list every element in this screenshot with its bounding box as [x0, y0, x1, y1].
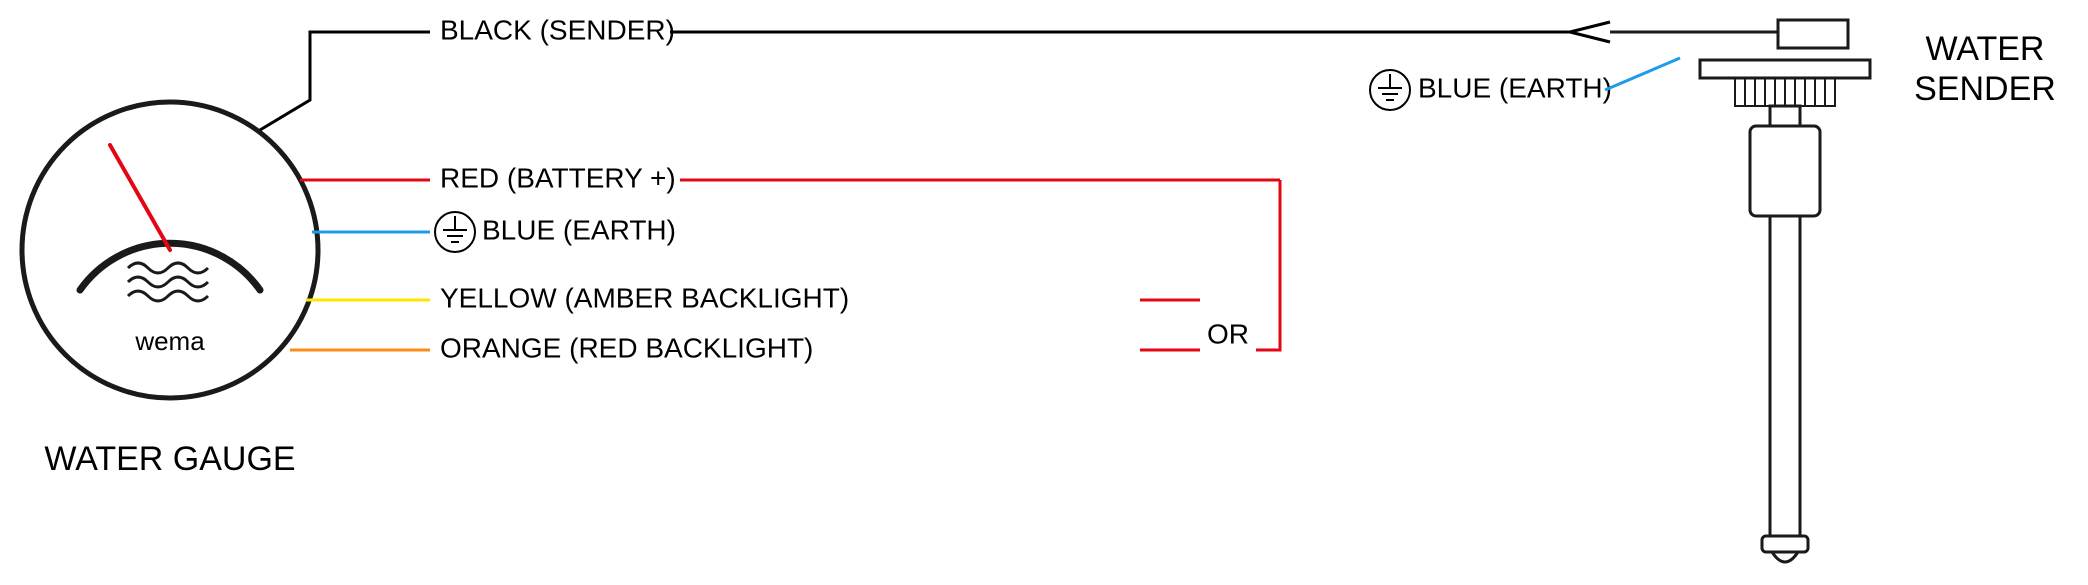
water-sender — [1610, 20, 1870, 562]
wire-blue-gauge-label: BLUE (EARTH) — [482, 214, 676, 245]
earth-symbol-gauge — [435, 212, 475, 252]
gauge-needle — [110, 145, 170, 250]
wire-yellow: YELLOW (AMBER BACKLIGHT) — [306, 282, 1200, 313]
sender-caption-line1: WATER — [1926, 30, 2045, 68]
wire-blue-gauge: BLUE (EARTH) — [312, 212, 676, 252]
wire-orange-label: ORANGE (RED BACKLIGHT) — [440, 332, 813, 363]
gauge-caption: WATER GAUGE — [44, 440, 295, 478]
or-label: OR — [1207, 318, 1249, 349]
wire-red: RED (BATTERY +) — [300, 162, 1280, 350]
wire-black-label: BLACK (SENDER) — [440, 14, 675, 45]
sender-caption-line2: SENDER — [1914, 70, 2056, 108]
wire-blue-sender-label: BLUE (EARTH) — [1418, 72, 1612, 103]
water-gauge: wema — [22, 102, 318, 398]
gauge-brand: wema — [134, 326, 205, 356]
wiring-diagram: wema WATER GAUGE BLACK (SENDER) RED (BAT… — [0, 0, 2088, 585]
wire-black: BLACK (SENDER) — [260, 14, 1610, 130]
wire-blue-sender: BLUE (EARTH) — [1370, 58, 1680, 110]
wire-red-label: RED (BATTERY +) — [440, 162, 676, 193]
wire-yellow-label: YELLOW (AMBER BACKLIGHT) — [440, 282, 849, 313]
wire-orange: ORANGE (RED BACKLIGHT) — [290, 332, 1200, 363]
earth-symbol-sender — [1370, 70, 1410, 110]
water-icon — [128, 263, 208, 301]
